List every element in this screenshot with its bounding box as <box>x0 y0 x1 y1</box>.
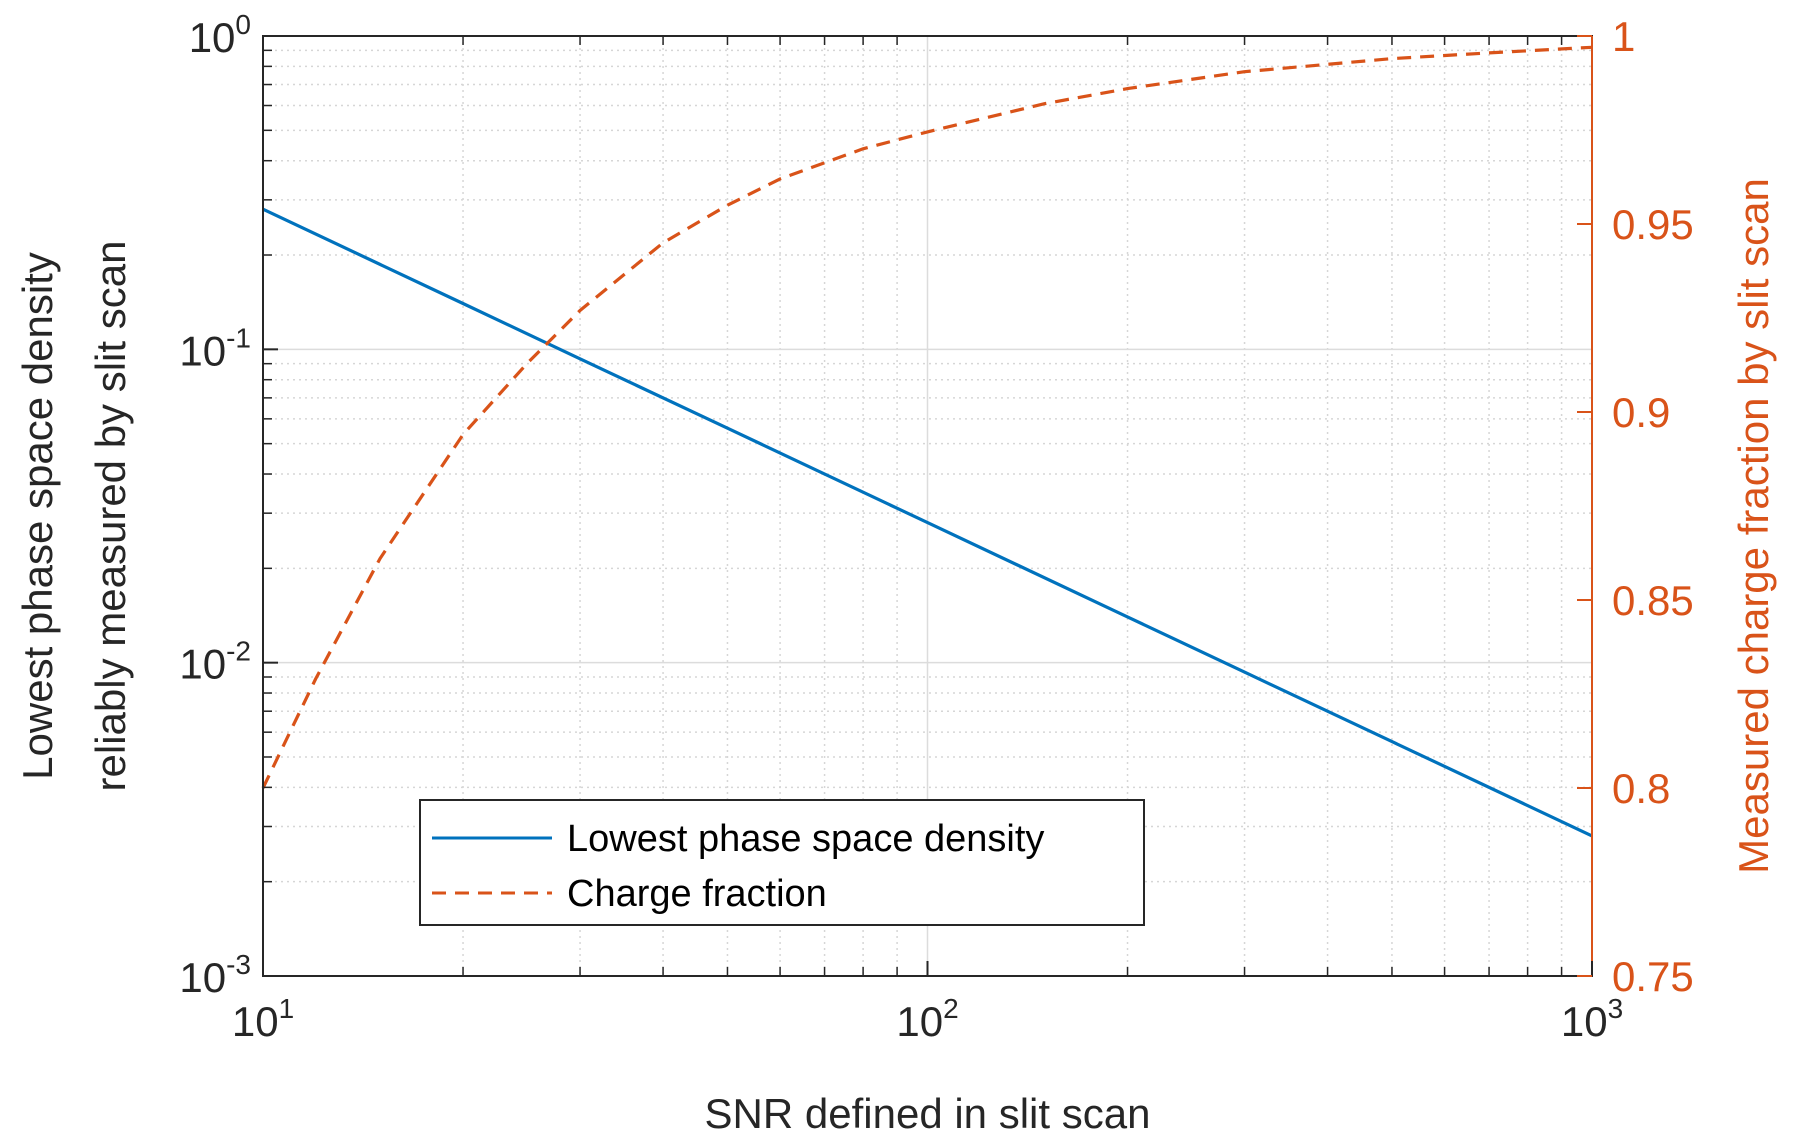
y-right-tick-label: 0.75 <box>1612 953 1694 1000</box>
x-axis-label: SNR defined in slit scan <box>705 1090 1151 1137</box>
y-right-tick-label: 0.85 <box>1612 577 1694 624</box>
legend: Lowest phase space density Charge fracti… <box>419 799 1145 926</box>
x-tick-label: 103 <box>1561 993 1623 1045</box>
y-left-tick-label: 100 <box>189 9 251 61</box>
x-tick-label: 102 <box>896 993 958 1045</box>
series-layer <box>261 45 1593 838</box>
minor-grid <box>263 36 1592 976</box>
tick-labels: 101 102 103 100 10-1 10-2 10-3 0.75 0.8 0.85 0.9 0.… <box>179 9 1693 1045</box>
y-left-tick-label: 10-2 <box>179 636 251 688</box>
y-right-tick-label: 0.8 <box>1612 765 1670 812</box>
y-axis-left-label-line-1: Lowest phase space density <box>14 252 61 780</box>
series-line-charge-fraction <box>261 45 1593 789</box>
y-axis-left-label-line-2: reliably measured by slit scan <box>87 241 134 792</box>
y-left-tick-label: 10-1 <box>179 322 251 374</box>
legend-label-lowest-density: Lowest phase space density <box>567 818 1044 860</box>
x-tick-label: 101 <box>232 993 294 1045</box>
y-left-tick-label: 10-3 <box>179 949 251 1001</box>
legend-label-charge-fraction: Charge fraction <box>567 873 827 915</box>
tick-marks <box>262 35 1593 977</box>
y-right-tick-label: 1 <box>1612 13 1635 60</box>
y-right-tick-label: 0.95 <box>1612 201 1694 248</box>
y-axis-right-label: Measured charge fraction by slit scan <box>1730 178 1777 874</box>
series-line-lowest-density <box>262 207 1593 838</box>
legend-box <box>419 799 1145 926</box>
y-right-tick-label: 0.9 <box>1612 389 1670 436</box>
